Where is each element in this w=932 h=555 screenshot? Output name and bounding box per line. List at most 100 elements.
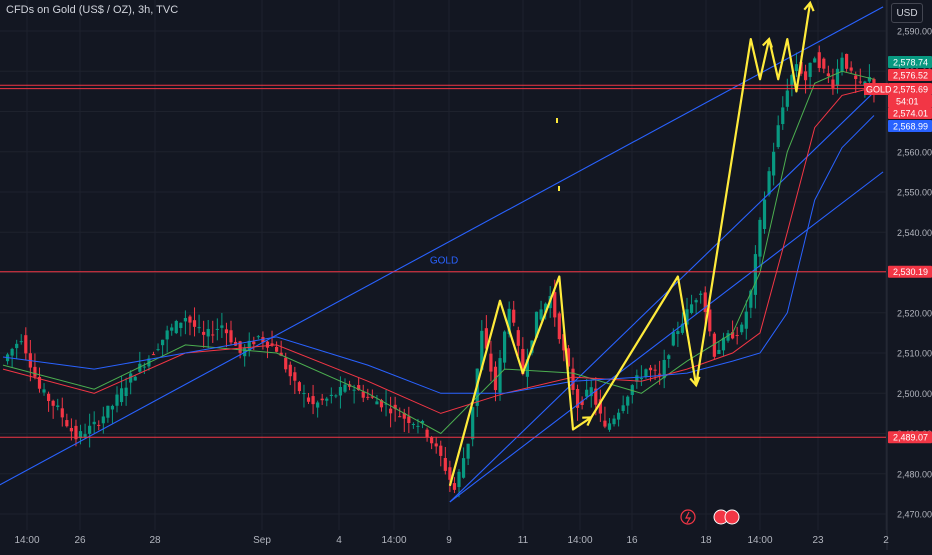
candle-body [534, 311, 539, 338]
candle-body [352, 389, 356, 391]
candle-body [639, 378, 643, 380]
candle-body [56, 405, 60, 407]
candle-body [133, 376, 137, 381]
marker [556, 118, 558, 123]
candle-body [525, 359, 529, 377]
candle-body [366, 396, 370, 398]
candle-body [129, 373, 133, 383]
price-tick-label: 2,560.00 [897, 147, 932, 157]
candle-body [607, 423, 612, 430]
price-label-text: 2,530.19 [893, 267, 928, 277]
candle-body [781, 107, 785, 125]
candle-body [717, 349, 721, 355]
candle-body [507, 308, 511, 335]
candle-body [101, 416, 105, 424]
price-label-text: 2,574.01 [893, 109, 928, 119]
candle-body [192, 320, 197, 327]
candle-body [658, 373, 662, 375]
candle-body [585, 389, 589, 397]
candle-body [753, 254, 757, 295]
candle-body [389, 408, 393, 414]
candle-body [338, 386, 343, 396]
moving-average-line [2, 115, 875, 394]
candle-body [767, 171, 771, 195]
candle-body [699, 293, 703, 295]
candle-body [726, 333, 730, 341]
time-tick-label: 2 [883, 535, 889, 546]
time-axis: 14:00 26 28 Sep 4 14:00 9 11 14:00 16 18 14:00 23 2 [14, 535, 889, 546]
marker [558, 186, 560, 191]
candle-body [566, 348, 571, 367]
candle-body [119, 388, 124, 403]
price-tick-label: 2,540.00 [897, 228, 932, 238]
candle-body [407, 416, 411, 424]
candle-body [689, 304, 694, 314]
candle-body [284, 357, 288, 370]
candle-body [840, 57, 844, 72]
candle-body [19, 341, 23, 343]
candle-body [124, 387, 128, 397]
candle-body [10, 348, 14, 356]
candle-body [762, 199, 767, 229]
candle-body [97, 424, 101, 426]
candle-body [685, 309, 689, 325]
candle-body [60, 408, 64, 418]
candle-body [47, 393, 51, 401]
candle-body [15, 343, 19, 349]
currency-button[interactable]: USD [891, 3, 923, 23]
price-tick-label: 2,550.00 [897, 188, 932, 198]
price-tick-label: 2,520.00 [897, 308, 932, 318]
candle-body [813, 58, 817, 63]
candle-body [151, 354, 156, 356]
candle-body [402, 413, 406, 419]
arrowhead [762, 36, 774, 48]
candle-body [808, 62, 812, 77]
candle-body [466, 443, 470, 459]
candle-body [617, 412, 621, 420]
time-tick-label: 14:00 [567, 535, 592, 546]
arrow-layer [448, 0, 815, 487]
candle-body [197, 327, 201, 329]
candle-body [156, 349, 160, 351]
candle-body [831, 79, 835, 88]
candle-body [794, 64, 799, 72]
price-label-text: 2,576.52 [893, 71, 928, 81]
candle-body [443, 458, 447, 471]
candle-body [667, 355, 671, 359]
candle-body [142, 366, 146, 368]
price-label-box [888, 107, 932, 119]
candle-body [740, 324, 744, 333]
candle-body [37, 376, 42, 389]
candle-body [461, 458, 466, 478]
candle-body [69, 427, 73, 432]
candle-body [115, 394, 119, 406]
candle-body [772, 151, 776, 176]
candle-body [211, 334, 215, 336]
arrowhead [803, 0, 815, 12]
candle-body [749, 290, 753, 308]
candle-body [457, 471, 461, 488]
candle-body [252, 341, 256, 345]
candle-body [430, 437, 434, 444]
candle-body [562, 334, 566, 351]
candle-body [256, 336, 260, 338]
candle-body [439, 445, 443, 456]
candle-body [83, 434, 87, 437]
candle-body [138, 363, 142, 372]
candle-body [220, 325, 224, 328]
gold-annotation: GOLD [430, 255, 458, 266]
candle-body [179, 322, 183, 328]
symbol-tag-box [864, 83, 888, 95]
candle-body [24, 335, 28, 354]
candle-body [671, 332, 675, 346]
candle-body [88, 425, 92, 434]
candle-body [858, 81, 862, 83]
candle-body [215, 328, 219, 330]
candle-body [845, 53, 849, 69]
candle-body [398, 416, 402, 418]
candle-body [33, 366, 37, 377]
candle-body [425, 429, 429, 438]
trend-line [0, 6, 884, 486]
